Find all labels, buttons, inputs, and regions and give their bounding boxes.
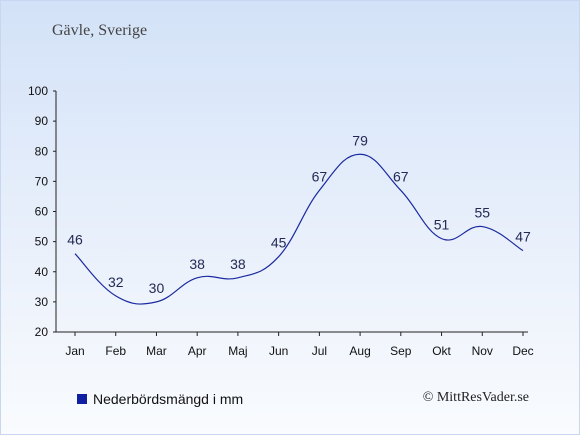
x-tick-label: Jul <box>312 344 327 358</box>
data-label: 55 <box>474 205 490 221</box>
data-label: 67 <box>312 168 328 184</box>
x-tick-label: Apr <box>188 344 207 358</box>
data-label: 79 <box>352 132 368 148</box>
legend-swatch <box>77 394 87 404</box>
legend: Nederbördsmängd i mm <box>77 391 243 407</box>
x-tick-label: Aug <box>349 344 370 358</box>
x-tick-label: Feb <box>105 344 126 358</box>
data-label: 46 <box>67 232 83 248</box>
x-tick-label: Sep <box>390 344 412 358</box>
x-tick-label: Mar <box>146 344 167 358</box>
data-label: 30 <box>149 280 165 296</box>
data-label: 38 <box>189 256 205 272</box>
data-label: 38 <box>230 256 246 272</box>
legend-label: Nederbördsmängd i mm <box>93 391 244 407</box>
x-tick-label: Jun <box>269 344 288 358</box>
data-label: 47 <box>515 229 531 245</box>
site-credit: © MittResVader.se <box>422 390 529 405</box>
x-tick-label: Jan <box>65 344 84 358</box>
y-tick-label: 50 <box>35 235 49 249</box>
y-tick-label: 90 <box>35 114 49 128</box>
series-line <box>74 153 524 305</box>
data-label: 32 <box>108 274 124 290</box>
x-tick-label: Dec <box>512 344 533 358</box>
y-tick-label: 60 <box>35 205 49 219</box>
y-tick-label: 30 <box>35 295 49 309</box>
y-tick-label: 40 <box>35 265 49 279</box>
location-title: Gävle, Sverige <box>52 22 148 39</box>
data-label: 51 <box>434 217 450 233</box>
x-tick-label: Maj <box>228 344 247 358</box>
y-tick-label: 20 <box>35 325 49 339</box>
y-tick-label: 100 <box>28 84 48 98</box>
y-tick-label: 70 <box>35 174 49 188</box>
data-label: 45 <box>271 235 287 251</box>
x-tick-label: Okt <box>432 344 451 358</box>
data-label: 67 <box>393 168 409 184</box>
x-tick-label: Nov <box>472 344 493 358</box>
y-tick-label: 80 <box>35 144 49 158</box>
